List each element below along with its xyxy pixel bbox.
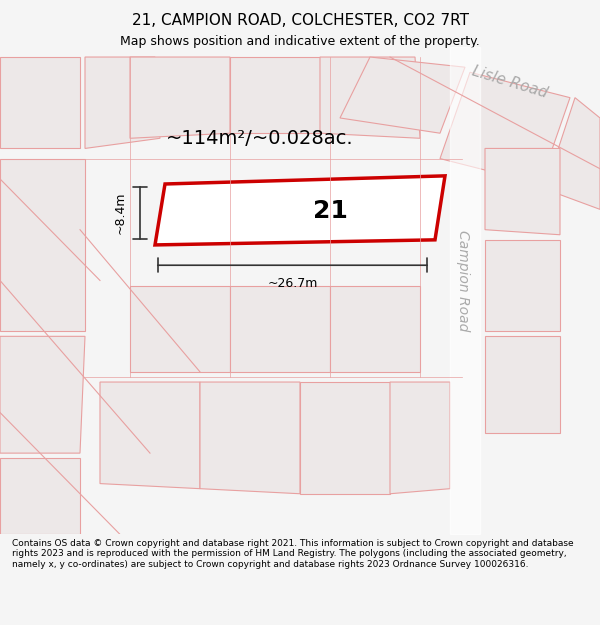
Text: ~8.4m: ~8.4m	[113, 192, 127, 234]
Polygon shape	[230, 286, 330, 372]
Polygon shape	[0, 458, 80, 534]
Text: Campion Road: Campion Road	[456, 230, 470, 331]
Polygon shape	[0, 57, 80, 148]
Text: Lisle Road: Lisle Road	[470, 64, 550, 101]
Text: ~26.7m: ~26.7m	[268, 277, 317, 290]
Text: 21, CAMPION ROAD, COLCHESTER, CO2 7RT: 21, CAMPION ROAD, COLCHESTER, CO2 7RT	[131, 13, 469, 28]
Polygon shape	[130, 57, 230, 138]
Text: Map shows position and indicative extent of the property.: Map shows position and indicative extent…	[120, 35, 480, 48]
Polygon shape	[485, 148, 560, 235]
Polygon shape	[0, 336, 85, 453]
Polygon shape	[200, 382, 300, 494]
Polygon shape	[340, 57, 465, 133]
Polygon shape	[485, 240, 560, 331]
Polygon shape	[100, 382, 200, 489]
Text: Contains OS data © Crown copyright and database right 2021. This information is : Contains OS data © Crown copyright and d…	[12, 539, 574, 569]
Polygon shape	[155, 176, 445, 245]
Polygon shape	[330, 286, 420, 372]
Polygon shape	[300, 382, 390, 494]
Polygon shape	[230, 57, 320, 133]
Polygon shape	[85, 57, 160, 148]
Polygon shape	[0, 159, 85, 331]
Text: 21: 21	[313, 199, 347, 223]
Polygon shape	[390, 382, 450, 494]
Polygon shape	[130, 286, 230, 372]
Polygon shape	[485, 336, 560, 432]
Polygon shape	[320, 57, 420, 138]
Text: ~114m²/~0.028ac.: ~114m²/~0.028ac.	[166, 129, 354, 148]
Polygon shape	[545, 98, 600, 209]
Polygon shape	[440, 72, 570, 184]
